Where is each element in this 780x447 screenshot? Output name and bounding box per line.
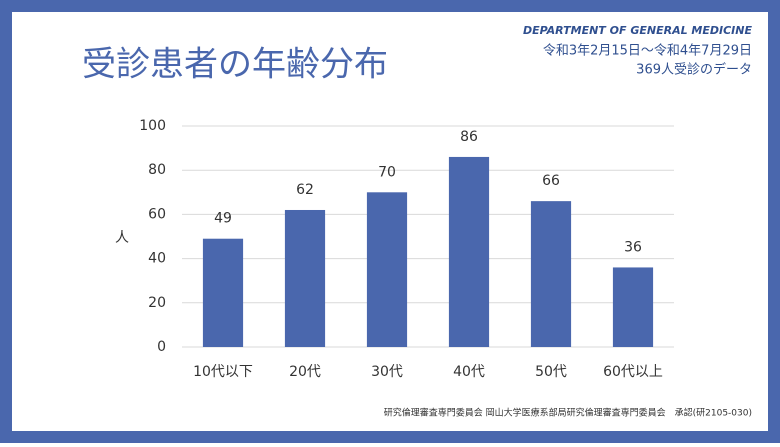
y-axis-label: 人 [115, 230, 129, 246]
bar [448, 156, 490, 347]
data-label: 49 [214, 211, 232, 227]
footer: 研究倫理審査専門委員会 岡山大学医療系部局研究倫理審査専門委員会 承認(研210… [384, 407, 752, 419]
period: 令和3年2月15日～令和4年7月29日 [543, 44, 752, 59]
y-tick-label: 0 [157, 339, 166, 355]
bar [202, 238, 244, 347]
note: 369人受診のデータ [636, 62, 752, 78]
bar [284, 209, 326, 347]
data-label: 36 [624, 239, 642, 255]
y-tick-label: 20 [148, 295, 166, 311]
y-tick-label: 40 [148, 251, 166, 267]
x-tick-label: 10代以下 [193, 364, 253, 380]
bar [612, 267, 654, 347]
bar [366, 192, 408, 347]
y-tick-label: 100 [139, 118, 166, 134]
y-tick-label: 60 [148, 206, 166, 222]
department: DEPARTMENT OF GENERAL MEDICINE [523, 24, 753, 37]
x-tick-label: 60代以上 [603, 364, 663, 380]
x-tick-label: 30代 [371, 364, 403, 380]
data-label: 62 [296, 182, 314, 198]
data-label: 70 [378, 164, 396, 180]
x-tick-label: 50代 [535, 364, 567, 380]
x-tick-label: 20代 [289, 364, 321, 380]
chart-title: 受診患者の年齢分布 [82, 45, 388, 85]
x-tick-label: 40代 [453, 364, 485, 380]
data-label: 86 [460, 129, 478, 145]
y-tick-label: 80 [148, 162, 166, 178]
data-label: 66 [542, 173, 560, 189]
bar [530, 201, 572, 347]
